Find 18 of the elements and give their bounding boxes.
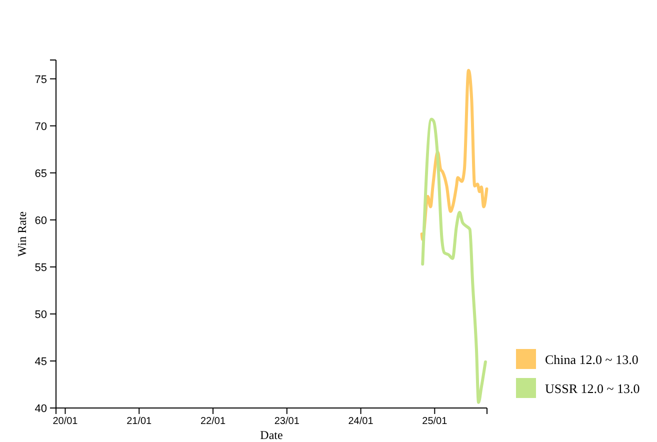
x-tick-label: 23/01 [274, 416, 300, 427]
x-tick-label: 25/01 [422, 416, 448, 427]
y-tick-label: 40 [34, 403, 47, 415]
x-tick-label: 21/01 [126, 416, 152, 427]
legend-label: China 12.0 ~ 13.0 [545, 352, 638, 367]
y-tick-label: 70 [34, 120, 47, 133]
y-tick-label: 55 [34, 262, 47, 274]
x-tick-label: 20/01 [52, 416, 78, 427]
y-tick-label: 65 [34, 168, 47, 180]
y-tick-label: 45 [34, 356, 47, 368]
x-tick-label: 24/01 [348, 416, 374, 427]
y-tick-label: 60 [34, 214, 47, 227]
x-axis-title: Date [260, 428, 283, 442]
y-tick-label: 50 [34, 308, 47, 321]
x-tick-label: 22/01 [200, 416, 226, 427]
y-axis-title: Win Rate [15, 211, 29, 257]
legend-label: USSR 12.0 ~ 13.0 [545, 381, 640, 396]
y-tick-label: 75 [34, 74, 47, 86]
